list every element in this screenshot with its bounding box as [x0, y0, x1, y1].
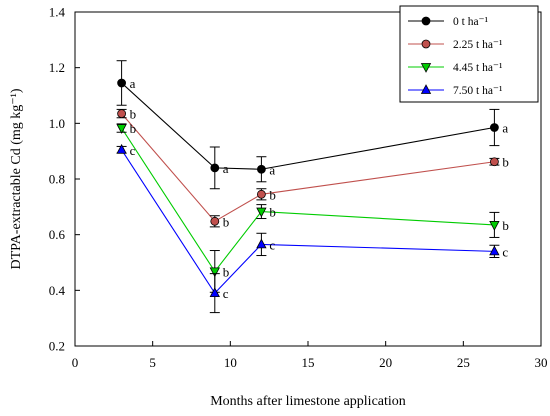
- data-point: [117, 109, 126, 118]
- series-line: [121, 127, 495, 273]
- y-axis: 0.2 0.4 0.6 0.8 1.0 1.2 1.4: [49, 5, 80, 354]
- significance-label: b: [502, 218, 509, 233]
- data-point: [489, 157, 499, 167]
- series-line: [121, 113, 495, 223]
- data-point: [117, 78, 126, 88]
- data-point: [210, 216, 220, 226]
- x-tick-label: 5: [149, 355, 156, 370]
- significance-label: b: [269, 187, 276, 202]
- data-point: [209, 287, 220, 298]
- significance-label: c: [223, 286, 229, 301]
- significance-label: b: [502, 155, 509, 170]
- legend-label: 4.45 t ha⁻¹: [453, 62, 503, 74]
- y-tick-label: 1.2: [49, 60, 65, 75]
- significance-label: a: [130, 76, 136, 91]
- legend-item: 7.50 t ha⁻¹: [408, 84, 503, 97]
- data-point: [116, 124, 127, 134]
- legend-marker: [420, 63, 432, 73]
- legend-item: 0 t ha⁻¹: [408, 16, 489, 28]
- data-point: [489, 123, 499, 132]
- significance-label: b: [130, 107, 137, 122]
- y-tick-label: 1.0: [49, 116, 65, 131]
- data-point: [256, 164, 266, 174]
- significance-label: a: [502, 121, 508, 136]
- data-point: [489, 221, 500, 231]
- legend-marker: [421, 16, 431, 26]
- legend-marker: [420, 84, 432, 94]
- series-line: [121, 82, 495, 170]
- legend-item: 2.25 t ha⁻¹: [408, 39, 503, 51]
- data-point: [256, 189, 266, 199]
- series-line: [121, 149, 495, 294]
- y-tick-label: 1.4: [49, 5, 66, 20]
- data-series: c c c c: [116, 143, 508, 314]
- data-point: [209, 267, 220, 278]
- data-point: [256, 207, 267, 218]
- legend-marker: [421, 39, 431, 49]
- significance-label: c: [502, 244, 508, 259]
- data-series: a a a a: [116, 60, 508, 190]
- significance-label: a: [269, 162, 275, 177]
- x-axis-title: Months after limestone application: [210, 394, 406, 409]
- x-tick-label: 10: [224, 355, 237, 370]
- significance-label: b: [223, 214, 230, 229]
- significance-label: b: [269, 205, 276, 220]
- y-axis-title: DTPA-extractable Cd (mg kg⁻¹): [9, 88, 24, 269]
- legend-label: 0 t ha⁻¹: [453, 16, 489, 28]
- significance-label: b: [223, 264, 230, 279]
- significance-label: a: [223, 161, 229, 176]
- data-point: [489, 245, 500, 256]
- data-point: [210, 163, 220, 173]
- x-tick-label: 25: [457, 355, 470, 370]
- y-tick-label: 0.2: [49, 339, 65, 354]
- x-tick-label: 30: [535, 355, 548, 370]
- y-tick-label: 0.8: [49, 172, 65, 187]
- x-tick-label: 20: [379, 355, 392, 370]
- significance-label: b: [130, 121, 137, 136]
- x-axis: 0 5 10 15 20 25 30: [72, 341, 548, 370]
- x-tick-label: 0: [72, 355, 79, 370]
- y-tick-label: 0.4: [49, 283, 66, 298]
- legend: 0 t ha⁻¹ 2.25 t ha⁻¹ 4.45 t ha⁻¹ 7.50 t ha⁻…: [399, 5, 539, 103]
- legend-label: 2.25 t ha⁻¹: [453, 39, 503, 51]
- x-tick-label: 15: [302, 355, 315, 370]
- significance-label: c: [130, 143, 136, 158]
- data-point: [116, 143, 127, 154]
- y-tick-label: 0.6: [49, 227, 66, 242]
- legend-label: 7.50 t ha⁻¹: [453, 85, 503, 97]
- legend-item: 4.45 t ha⁻¹: [408, 62, 503, 74]
- significance-label: c: [269, 237, 275, 252]
- data-point: [256, 238, 267, 249]
